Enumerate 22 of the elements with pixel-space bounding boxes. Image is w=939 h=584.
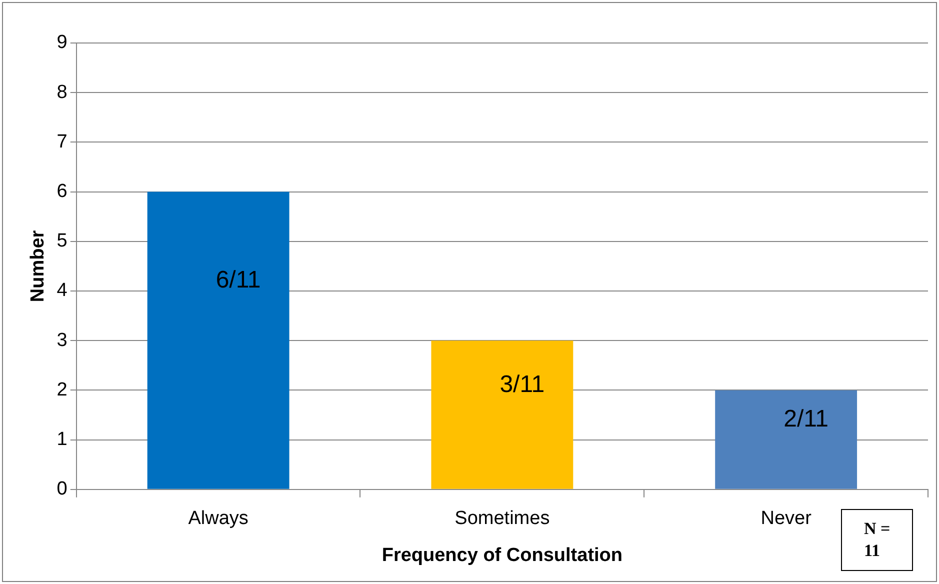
bar: [147, 192, 290, 489]
y-tick-label: 4: [56, 280, 68, 302]
y-tick-label: 5: [56, 230, 68, 252]
y-tick-label: 1: [56, 429, 68, 450]
x-tick-label: Always: [188, 508, 248, 530]
y-tick-label: 8: [56, 82, 68, 103]
y-axis-title: Number: [28, 230, 49, 302]
bar: [431, 340, 574, 489]
y-tick-label: 3: [56, 330, 68, 351]
x-tick-label: Sometimes: [454, 508, 550, 530]
x-axis-title: Frequency of Consultation: [382, 544, 623, 566]
y-tick-label: 0: [56, 478, 68, 500]
y-tick-label: 6: [56, 181, 68, 202]
bar: [715, 390, 858, 489]
x-tick-label: Never: [760, 508, 812, 530]
data-label: 2/11: [784, 406, 829, 433]
data-label: 6/11: [216, 266, 261, 294]
y-tick-label: 7: [56, 131, 68, 152]
y-tick-label: 9: [56, 32, 68, 54]
data-label: 3/11: [500, 370, 545, 398]
text: N = 11: [841, 509, 913, 571]
y-tick-label: 2: [56, 379, 68, 400]
